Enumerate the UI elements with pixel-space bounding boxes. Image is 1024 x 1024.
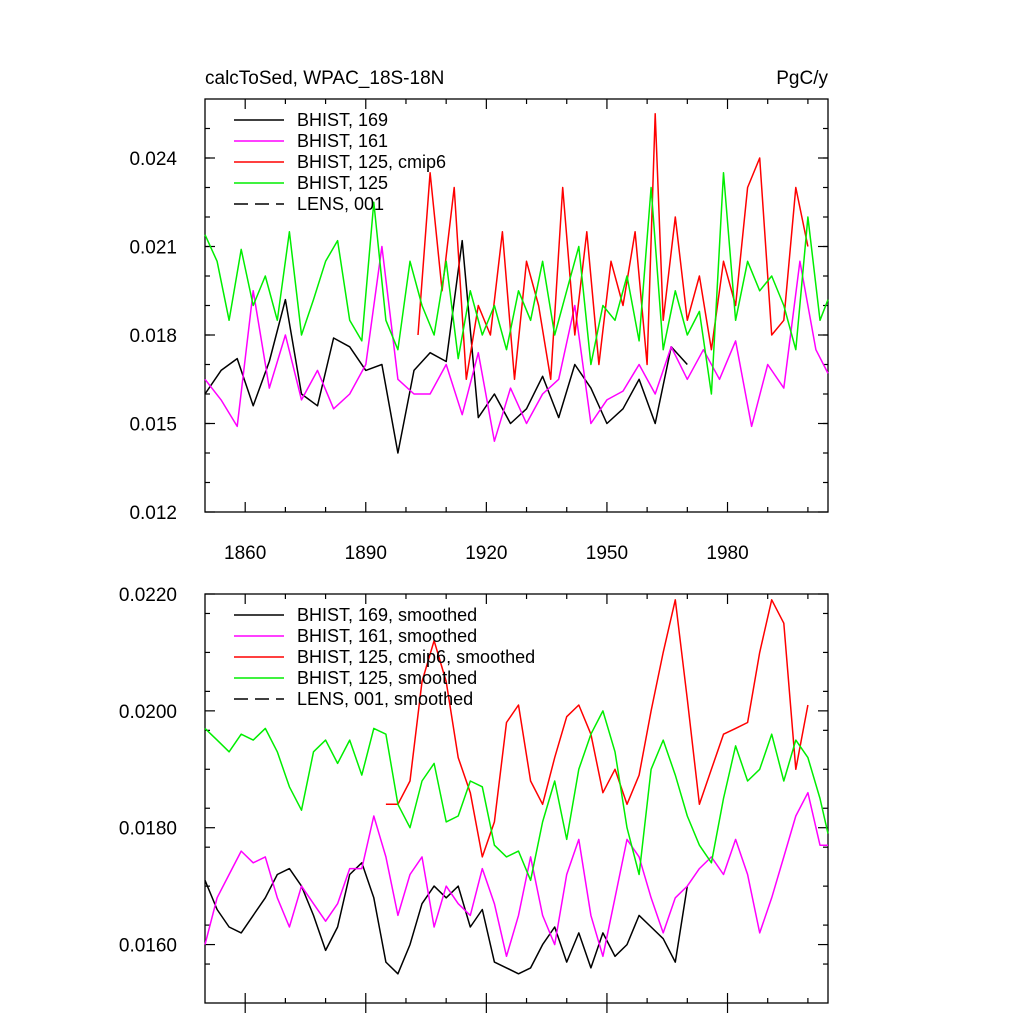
top-legend-label: BHIST, 125 [297, 173, 388, 193]
top-x-tick-label: 1920 [465, 543, 507, 564]
bottom-plot-frame [204, 593, 829, 1004]
bottom-legend-label: BHIST, 125, cmip6, smoothed [297, 647, 535, 667]
bottom-series-line-0 [204, 862, 689, 975]
top-x-tick-label: 1950 [586, 543, 628, 564]
top-series-line-1 [204, 245, 829, 442]
top-panel-units: PgC/y [776, 68, 828, 89]
top-y-tick-label: 0.012 [129, 503, 177, 524]
bottom-series-line-2 [385, 599, 809, 858]
top-y-tick-label: 0.021 [129, 238, 177, 259]
top-series-line-2 [417, 113, 809, 381]
top-legend-label: BHIST, 161 [297, 131, 388, 151]
bottom-legend-label: LENS, 001, smoothed [297, 689, 473, 709]
top-x-tick-label: 1860 [224, 543, 266, 564]
top-y-tick-label: 0.018 [129, 326, 177, 347]
bottom-series-line-1 [204, 791, 828, 958]
top-panel-title: calcToSed, WPAC_18S-18N [205, 68, 444, 89]
top-y-tick-label: 0.015 [129, 415, 177, 436]
top-x-tick-label: 1980 [706, 543, 748, 564]
bottom-y-tick-label: 0.0220 [119, 585, 177, 606]
top-series-line-3 [204, 171, 829, 395]
top-legend-label: BHIST, 169 [297, 110, 388, 130]
bottom-y-tick-label: 0.0160 [119, 936, 177, 957]
top-x-tick-label: 1890 [345, 543, 387, 564]
bottom-legend-label: BHIST, 161, smoothed [297, 626, 477, 646]
bottom-y-tick-label: 0.0200 [119, 702, 177, 723]
bottom-series-line-3 [204, 710, 829, 882]
top-panel: calcToSed, WPAC_18S-18N PgC/y 0.012 0.015… [129, 68, 829, 564]
top-series-line-0 [204, 239, 688, 454]
bottom-y-tick-label: 0.0180 [119, 819, 177, 840]
bottom-legend-label: BHIST, 169, smoothed [297, 605, 477, 625]
top-y-tick-label: 0.024 [129, 149, 177, 170]
top-legend-label: BHIST, 125, cmip6 [297, 152, 446, 172]
top-legend-label: LENS, 001 [297, 194, 384, 214]
bottom-legend-label: BHIST, 125, smoothed [297, 668, 477, 688]
bottom-panel: 0.0160 0.0180 0.0200 0.0220 BHIST, 169, smoo… [119, 585, 829, 1013]
